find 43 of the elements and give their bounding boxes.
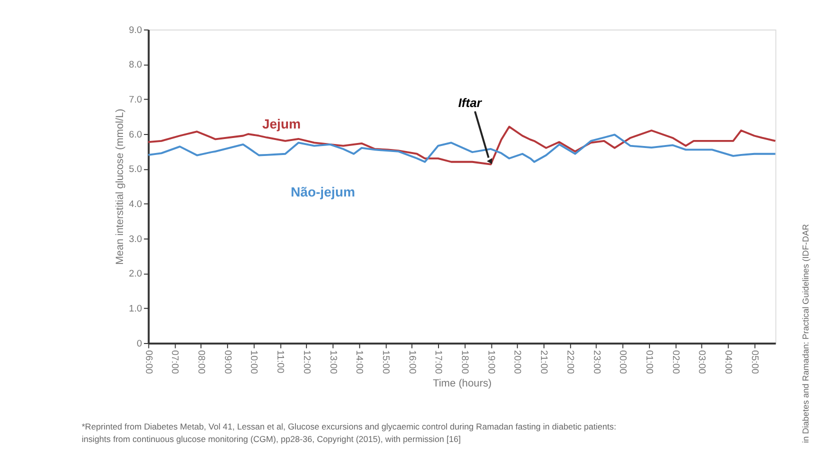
- x-axis-title: Time (hours): [432, 378, 492, 390]
- y-tick-label: 5.0: [128, 164, 142, 176]
- x-tick-label: 23:00: [590, 350, 602, 374]
- line-series: [147, 134, 776, 163]
- x-tick-label: 10:00: [248, 350, 260, 374]
- y-tick-label: 2.0: [128, 268, 142, 280]
- x-tick-label: 19:00: [485, 350, 496, 374]
- x-tick-label: 05:00: [748, 350, 760, 374]
- x-tick-label: 14:00: [354, 350, 365, 374]
- y-tick-label: 7.0: [128, 94, 142, 106]
- x-tick-label: 15:00: [380, 350, 391, 374]
- x-tick-label: 21:00: [538, 350, 550, 374]
- series-label: Jejum: [262, 116, 301, 132]
- x-tick-label: 08:00: [196, 350, 207, 374]
- x-tick-label: 13:00: [327, 350, 338, 374]
- y-tick-label: 4.0: [128, 199, 142, 210]
- text: *Reprinted from Diabetes Metab, Vol 41, Lessan et al, Glucose excursions and glycaemic control during Ramadan fasting in diabetic patients:: [82, 422, 616, 432]
- annotation: Iftar: [458, 96, 483, 110]
- x-tick-label: 11:00: [274, 350, 286, 374]
- x-tick-label: 09:00: [222, 350, 233, 374]
- x-tick-label: 22:00: [564, 350, 576, 374]
- y-tick-label: 8.0: [128, 60, 142, 71]
- x-tick-label: 01:00: [643, 350, 654, 374]
- x-tick-label: 20:00: [512, 350, 523, 374]
- x-tick-label: 04:00: [722, 350, 734, 374]
- x-tick-label: 06:00: [142, 350, 154, 374]
- x-tick-label: 07:00: [169, 350, 180, 374]
- x-tick-label: 18:00: [459, 350, 470, 374]
- x-tick-label: 03:00: [696, 350, 708, 374]
- y-tick-label: 1.0: [128, 304, 142, 315]
- text: insights from continuous glucose monitoring (CGM), pp28-36, Copyright (2015), with permission [16]: [82, 434, 461, 444]
- x-tick-label: 12:00: [300, 350, 312, 374]
- x-tick-label: 17:00: [432, 350, 444, 374]
- y-axis-title: Mean interstitial glucose (mmol/L): [115, 108, 126, 265]
- x-tick-label: 00:00: [617, 350, 628, 374]
- y-tick-label: 9.0: [128, 24, 142, 36]
- text: in Diabetes and Ramadan: Practical Guidelines (IDF-DAR: [800, 224, 811, 444]
- x-tick-label: 16:00: [406, 350, 418, 374]
- y-tick-label: 3.0: [128, 234, 142, 245]
- y-tick-label: 0: [136, 338, 142, 350]
- text: Não-jejum: [290, 184, 356, 200]
- y-tick-label: 6.0: [128, 129, 142, 140]
- x-tick-label: 02:00: [670, 350, 681, 374]
